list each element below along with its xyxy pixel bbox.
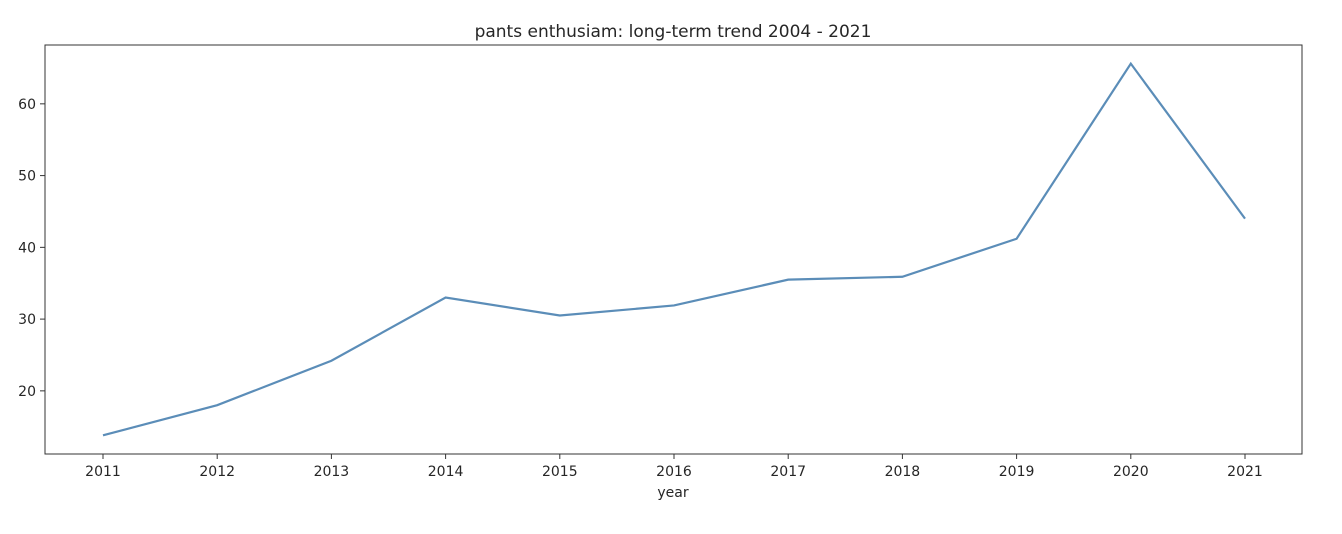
chart-title: pants enthusiam: long-term trend 2004 - …: [475, 22, 872, 42]
x-tick-label: 2012: [199, 464, 235, 480]
x-tick-label: 2019: [999, 464, 1035, 480]
series-group: [102, 61, 1246, 437]
series-line: [102, 61, 1246, 437]
x-tick-label: 2016: [656, 464, 692, 480]
x-tick-label: 2017: [770, 464, 806, 480]
x-tick-label: 2011: [85, 464, 121, 480]
plot-frame: [44, 44, 1303, 455]
plot-area: [44, 44, 1303, 455]
y-tick-label: 60: [18, 97, 36, 113]
x-tick-label: 2015: [542, 464, 578, 480]
x-axis-label: year: [657, 485, 688, 501]
y-tick-label: 40: [18, 240, 36, 256]
y-tick-label: 30: [18, 312, 36, 328]
y-tick-label: 20: [18, 384, 36, 400]
x-axis: 2011 2012 2013 2014 2015 2016 2017 2018 2019 2020…: [85, 454, 1263, 480]
x-tick-label: 2020: [1113, 464, 1149, 480]
x-tick-label: 2018: [885, 464, 921, 480]
x-tick-label: 2014: [428, 464, 464, 480]
x-tick-label: 2021: [1227, 464, 1263, 480]
series-layer: [102, 61, 1246, 437]
y-axis: 20 30 40 50 60: [18, 97, 45, 400]
y-tick-label: 50: [18, 169, 36, 185]
x-tick-label: 2013: [314, 464, 350, 480]
